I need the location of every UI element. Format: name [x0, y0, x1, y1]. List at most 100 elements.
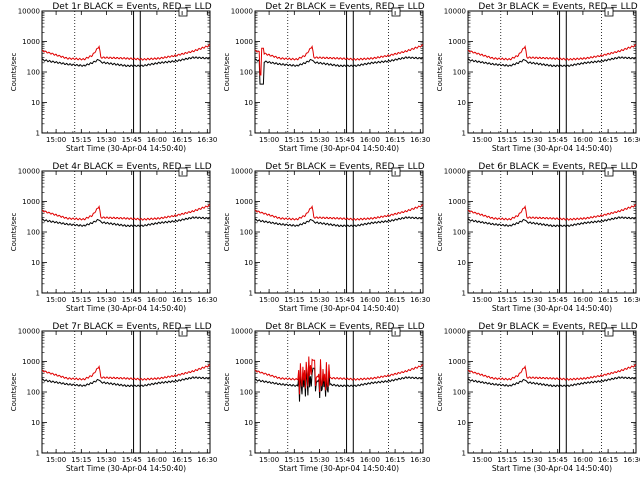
x-tick-label: 15:45 — [548, 136, 568, 144]
y-tick-label: 10 — [31, 419, 40, 427]
events-series-line — [41, 376, 211, 388]
panel-8: Det 8r BLACK = Events, RED = LLD 1 10 100 10… — [223, 322, 430, 473]
panel-4: Det 4r BLACK = Events, RED = LLD 1 10 100 10… — [10, 162, 217, 313]
y-tick-label: 10000 — [231, 328, 253, 336]
y-tick-label: 100 — [453, 69, 466, 77]
lld-series-line — [467, 364, 637, 381]
x-tick-label: 15:15 — [284, 456, 304, 464]
y-tick-label: 10 — [244, 99, 253, 107]
panel-title: Det 6r BLACK = Events, RED = LLD — [478, 162, 637, 172]
lld-series-line — [41, 44, 211, 61]
panel-title: Det 3r BLACK = Events, RED = LLD — [478, 2, 637, 12]
x-tick-label: 16:15 — [172, 136, 192, 144]
events-series-line — [254, 364, 424, 402]
y-tick-label: 10000 — [444, 8, 466, 16]
x-tick-label: 16:00 — [360, 136, 380, 144]
events-series-line — [467, 216, 637, 228]
x-tick-label: 16:30 — [623, 136, 640, 144]
y-tick-label: 10 — [457, 259, 466, 267]
x-tick-label: 15:00 — [46, 136, 66, 144]
x-tick-label: 15:30 — [96, 296, 116, 304]
plot-frame — [254, 10, 424, 134]
y-tick-label: 10 — [31, 99, 40, 107]
y-axis-label: Counts/sec — [10, 213, 18, 252]
y-tick-label: 10 — [244, 259, 253, 267]
panel-7: Det 7r BLACK = Events, RED = LLD 1 10 100 10… — [10, 322, 217, 473]
y-tick-label: 1000 — [22, 198, 40, 206]
y-tick-label: 100 — [240, 389, 253, 397]
x-tick-label: 16:15 — [385, 456, 405, 464]
x-tick-label: 16:00 — [360, 296, 380, 304]
y-tick-label: 1 — [249, 289, 253, 297]
events-series-line — [41, 56, 211, 68]
y-tick-label: 10 — [31, 259, 40, 267]
y-tick-label: 1 — [36, 449, 40, 457]
x-tick-label: 16:15 — [598, 136, 618, 144]
panel-5: Det 5r BLACK = Events, RED = LLD 1 10 100 10… — [223, 162, 430, 313]
y-tick-label: 100 — [27, 389, 40, 397]
y-tick-label: 10 — [244, 419, 253, 427]
panel-3: Det 3r BLACK = Events, RED = LLD 1 10 100 10… — [436, 2, 640, 153]
x-tick-label: 15:15 — [71, 296, 91, 304]
panel-title: Det 5r BLACK = Events, RED = LLD — [265, 162, 424, 172]
x-tick-label: 16:15 — [172, 456, 192, 464]
x-tick-label: 15:45 — [335, 456, 355, 464]
y-tick-label: 100 — [453, 389, 466, 397]
panel-1: Det 1r BLACK = Events, RED = LLD 1 10 100 10… — [10, 2, 217, 153]
x-tick-label: 16:30 — [197, 456, 217, 464]
x-tick-label: 16:15 — [385, 296, 405, 304]
lld-series-line — [41, 364, 211, 381]
y-tick-label: 1000 — [235, 198, 253, 206]
x-axis-label: Start Time (30-Apr-04 14:50:40) — [66, 464, 186, 473]
y-tick-label: 10 — [457, 419, 466, 427]
y-tick-label: 1000 — [448, 198, 466, 206]
legend-box — [178, 327, 188, 337]
x-axis-label: Start Time (30-Apr-04 14:50:40) — [66, 304, 186, 313]
y-axis-label: Counts/sec — [10, 53, 18, 92]
x-tick-label: 15:15 — [71, 456, 91, 464]
y-tick-label: 100 — [27, 69, 40, 77]
x-tick-label: 15:00 — [46, 456, 66, 464]
x-axis-label: Start Time (30-Apr-04 14:50:40) — [66, 144, 186, 153]
x-tick-label: 15:15 — [284, 296, 304, 304]
x-tick-label: 15:30 — [522, 296, 542, 304]
x-tick-label: 15:15 — [284, 136, 304, 144]
lld-series-line — [467, 44, 637, 61]
x-tick-label: 16:15 — [172, 296, 192, 304]
y-axis-label: Counts/sec — [436, 373, 444, 412]
plot-frame — [41, 170, 211, 294]
legend-box — [604, 327, 614, 337]
panel-title: Det 9r BLACK = Events, RED = LLD — [478, 322, 637, 332]
y-axis-label: Counts/sec — [436, 213, 444, 252]
y-tick-label: 1 — [36, 129, 40, 137]
x-tick-label: 15:15 — [497, 136, 517, 144]
legend-box — [604, 167, 614, 177]
events-series-line — [254, 216, 424, 228]
x-tick-label: 16:00 — [147, 456, 167, 464]
x-tick-label: 15:45 — [122, 296, 142, 304]
legend-box — [178, 167, 188, 177]
x-tick-label: 16:30 — [623, 456, 640, 464]
lld-series-line — [254, 356, 424, 395]
y-tick-label: 1000 — [22, 38, 40, 46]
x-tick-label: 15:30 — [309, 296, 329, 304]
y-tick-label: 10000 — [18, 328, 40, 336]
y-axis-label: Counts/sec — [436, 53, 444, 92]
panel-6: Det 6r BLACK = Events, RED = LLD 1 10 100 10… — [436, 162, 640, 313]
events-series-line — [254, 56, 424, 85]
x-tick-label: 15:45 — [548, 296, 568, 304]
x-tick-label: 15:00 — [472, 136, 492, 144]
x-tick-label: 15:15 — [71, 136, 91, 144]
x-tick-label: 16:00 — [147, 136, 167, 144]
x-tick-label: 15:15 — [497, 296, 517, 304]
y-tick-label: 1 — [36, 289, 40, 297]
y-tick-label: 1 — [462, 289, 466, 297]
y-tick-label: 1000 — [235, 358, 253, 366]
x-tick-label: 15:45 — [335, 296, 355, 304]
x-tick-label: 16:30 — [197, 296, 217, 304]
x-axis-label: Start Time (30-Apr-04 14:50:40) — [492, 304, 612, 313]
lld-series-line — [467, 204, 637, 221]
x-tick-label: 16:00 — [573, 136, 593, 144]
panel-title: Det 4r BLACK = Events, RED = LLD — [52, 162, 211, 172]
